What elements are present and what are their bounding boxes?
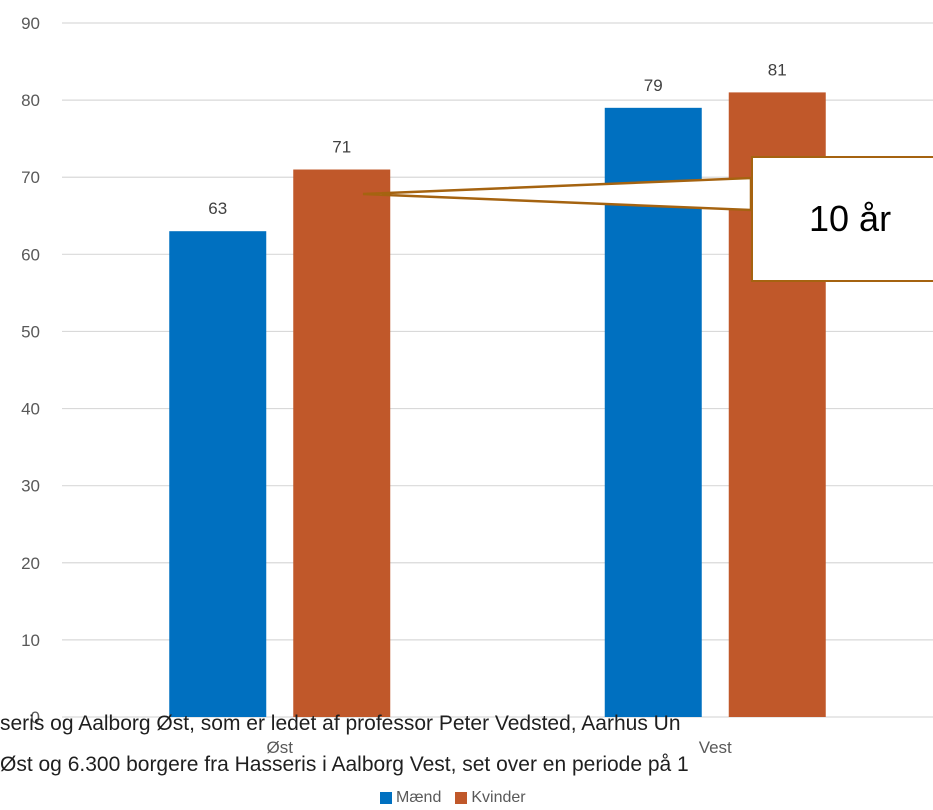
legend-label-maend: Mænd [396,789,442,806]
overlay-text-line-2: Øst og 6.300 borgere fra Hasseris i Aalb… [0,753,689,776]
bar-m-nd-0 [169,231,267,717]
data-label: 81 [768,60,787,79]
y-tick-label: 0 [31,708,40,727]
y-tick-label: 20 [21,554,40,573]
y-tick-label: 70 [21,168,40,187]
y-tick-label: 40 [21,400,40,419]
bar-kvinder-0 [293,169,391,717]
y-tick-label: 80 [21,91,40,110]
y-tick-label: 90 [21,14,40,33]
legend: Mænd Kvinder [380,788,526,808]
data-labels: 63 71 79 81 [208,60,786,218]
y-tick-label: 50 [21,322,40,341]
category-labels: Øst Vest [267,738,733,757]
legend-swatch-kvinder [455,792,468,804]
y-tick-label: 10 [21,631,40,650]
data-label: 63 [208,199,227,218]
data-label: 79 [644,76,663,95]
bar-m-nd-1 [604,107,702,718]
bars [169,92,826,718]
y-axis-ticks: 0 10 20 30 40 50 60 70 80 90 [21,14,40,727]
category-label: Vest [699,738,732,757]
legend-label-kvinder: Kvinder [471,789,526,806]
callout-box: 10 år [751,156,933,282]
overlay-text-line-1: seris og Aalborg Øst, som er ledet af pr… [0,712,681,735]
category-label: Øst [267,738,294,757]
legend-item-maend: Mænd [380,789,441,807]
callout-text: 10 år [809,198,892,239]
callout-pointer [362,176,753,212]
data-label: 71 [332,138,351,157]
legend-item-kvinder: Kvinder [455,789,526,807]
legend-swatch-maend [380,792,392,804]
callout-connector [362,176,753,212]
y-tick-label: 60 [21,245,40,264]
y-tick-label: 30 [21,477,40,496]
